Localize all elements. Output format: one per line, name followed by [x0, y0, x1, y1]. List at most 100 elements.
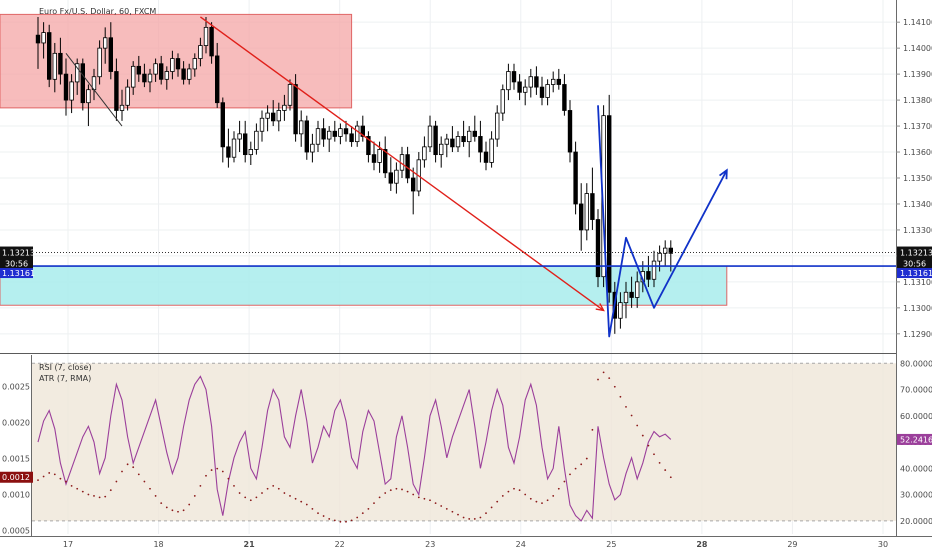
rsi-tick-label: 20.0000 — [900, 517, 932, 526]
candle-body — [472, 130, 477, 137]
pane-frames — [0, 0, 932, 537]
candle-body — [237, 133, 242, 140]
trend-line — [65, 53, 123, 127]
left-last-price-tag-bg — [0, 246, 33, 269]
candle-body — [517, 81, 522, 93]
atr-dot — [182, 509, 185, 512]
atr-dot — [602, 371, 605, 374]
atr-dot — [513, 487, 515, 490]
atr-dot — [636, 424, 639, 427]
level-price-tag: 1.13161 — [900, 269, 932, 278]
candles-layer — [35, 16, 673, 334]
atr-dot — [669, 476, 672, 479]
atr-dot — [457, 513, 459, 516]
atr-dot — [311, 507, 314, 510]
candle-body — [461, 136, 466, 143]
candle-body — [595, 219, 601, 278]
candle-body — [164, 71, 169, 80]
candle-body — [108, 37, 113, 72]
atr-dot — [339, 520, 342, 523]
atr-dot — [630, 414, 633, 417]
atr-dot — [87, 493, 90, 496]
atr-dot — [574, 467, 577, 470]
rsi-tick-label: 70.0000 — [900, 386, 932, 395]
atr-dot — [641, 434, 644, 437]
atr-dot — [569, 473, 571, 476]
atr-dot — [608, 377, 611, 380]
candle-body — [354, 125, 360, 143]
candle-body — [41, 32, 46, 44]
atr-dot — [473, 518, 476, 520]
candle-body — [35, 34, 41, 44]
atr-dot — [121, 470, 123, 473]
atr-dot — [485, 512, 487, 515]
price-tick-label: 1.13500 — [903, 174, 932, 183]
atr-dot — [210, 469, 213, 471]
atr-dot — [406, 490, 409, 493]
atr-dot — [580, 463, 583, 466]
candle-body — [534, 76, 539, 88]
price-axis[interactable]: 1.14100 1.14000 1.13900 1.13800 1.13700 1.136… — [2, 18, 932, 535]
candle-body — [192, 58, 197, 70]
candle-body — [489, 138, 494, 163]
atr-dot — [70, 484, 73, 487]
candle-body — [556, 78, 561, 85]
candle-body — [338, 128, 343, 137]
candle-body — [97, 47, 102, 78]
atr-dot — [664, 469, 667, 471]
candle-body — [551, 78, 556, 85]
candle-body — [298, 120, 304, 135]
candle-body — [444, 138, 449, 145]
atr-dot — [227, 477, 230, 480]
time-tick-label: 30 — [878, 540, 888, 549]
atr-dot — [305, 503, 308, 506]
atr-legend: ATR (7, RMA) — [39, 374, 91, 383]
rsi-tick-label: 80.0000 — [900, 359, 932, 368]
atr-dot — [429, 499, 431, 502]
candle-body — [130, 65, 136, 88]
time-tick-label: 21 — [244, 540, 256, 549]
atr-dot — [395, 487, 398, 490]
atr-dot — [356, 516, 359, 519]
time-tick-label: 17 — [63, 540, 73, 549]
price-tick-label: 1.14100 — [903, 18, 932, 27]
candle-body — [287, 84, 293, 106]
candle-body — [158, 63, 164, 80]
candle-body — [382, 149, 388, 174]
rsi-tick-label: 40.0000 — [900, 464, 932, 473]
candle-body — [293, 84, 298, 135]
candle-body — [265, 112, 270, 119]
atr-dot — [177, 510, 179, 513]
candle-body — [80, 63, 85, 104]
time-tick-label: 22 — [335, 540, 345, 549]
candle-body — [214, 55, 220, 104]
candle-body — [203, 26, 209, 46]
atr-dot — [373, 502, 375, 505]
rsi-value-tag: 52.2416 — [900, 435, 932, 444]
time-tick-label: 24 — [516, 540, 526, 549]
atr-dot — [350, 519, 353, 522]
atr-dot — [165, 506, 168, 509]
candle-body — [52, 52, 57, 80]
time-tick-label: 25 — [606, 540, 616, 549]
candle-body — [360, 125, 365, 137]
projection-path — [597, 105, 728, 338]
time-axis[interactable]: 17 18 21 22 23 24 25 28 29 30 — [63, 540, 888, 549]
atr-dot — [137, 473, 140, 476]
candle-body — [259, 117, 265, 132]
candle-body — [573, 151, 578, 205]
candle-body — [304, 120, 309, 153]
atr-dot — [317, 512, 319, 515]
atr-dot — [591, 428, 594, 431]
candle-body — [103, 37, 108, 49]
atr-dot — [524, 493, 527, 496]
left-countdown-tag: 30:56 — [5, 260, 28, 269]
candle-body — [562, 84, 567, 111]
price-tick-label: 1.13100 — [903, 278, 932, 287]
atr-dot — [261, 492, 263, 494]
last-price-tag-bg — [897, 246, 932, 269]
candle-body — [394, 169, 399, 184]
